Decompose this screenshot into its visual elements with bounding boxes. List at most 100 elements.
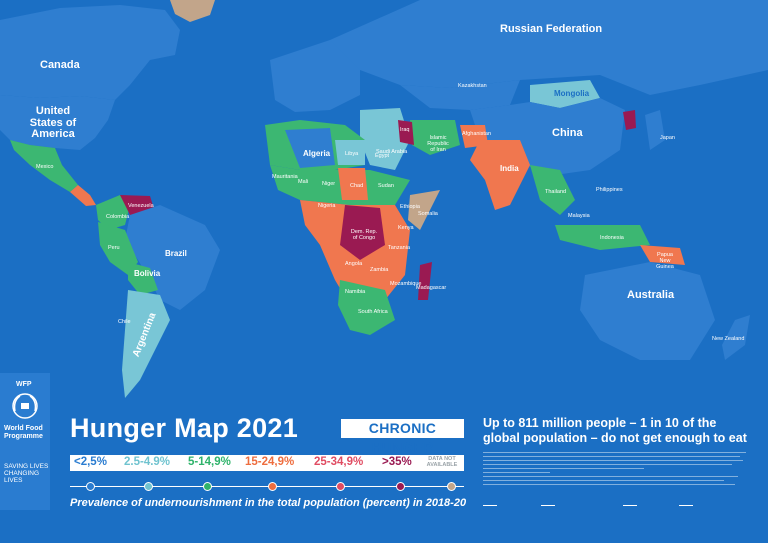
region-europe [270, 40, 360, 112]
label-ethiopia: Ethiopia [400, 204, 420, 210]
label-mauritania: Mauritania [272, 174, 298, 180]
label-sudan: Sudan [378, 183, 394, 189]
boundary-line-icon [483, 504, 497, 506]
label-egypt: Egypt [375, 153, 390, 159]
legend-dot-no-data [447, 482, 456, 491]
wfp-slogan-line-1: SAVING LIVES [4, 463, 49, 470]
fine-print-line [483, 480, 725, 481]
legend-dot-2-5-4-9 [144, 482, 153, 491]
label-algeria: Algeria [303, 149, 331, 158]
fine-print-line [483, 452, 746, 453]
boundary-legend-item [623, 503, 639, 507]
region-iraq [398, 120, 414, 145]
map-title: Hunger Map 2021 [70, 413, 299, 443]
legend-item-15-24-9: 15-24,9% [245, 456, 295, 468]
label-madagascar: Madagascar [416, 285, 447, 291]
legend-item-2-5-4-9: 2.5-4.9% [124, 456, 171, 468]
region-drc [340, 205, 385, 260]
label-nigeria: Nigeria [318, 203, 336, 209]
region-chad [338, 168, 368, 200]
label-india: India [500, 164, 519, 173]
label-canada: Canada [40, 59, 80, 71]
region-southeast-asia [530, 165, 575, 215]
region-new-zealand [722, 315, 750, 360]
legend-item-5-14-9: 5-14,9% [188, 456, 231, 468]
region-bolivia [128, 262, 158, 295]
region-somalia [408, 190, 440, 230]
legend-dot-15-24-9 [268, 482, 277, 491]
label-new-zealand: New Zealand [712, 336, 745, 342]
region-iran [410, 120, 460, 155]
label-china: China [552, 127, 583, 139]
region-brazil [125, 205, 220, 310]
boundary-line-icon [541, 504, 555, 506]
region-greenland [170, 0, 215, 22]
label-angola: Angola [345, 261, 363, 267]
label-namibia: Namibia [345, 289, 366, 295]
region-libya [335, 140, 365, 165]
region-png [640, 245, 685, 265]
label-usa: United States of America [29, 105, 77, 141]
label-iran: Islamic Republic of Iran [427, 135, 449, 153]
fine-print-line [483, 460, 743, 461]
region-sahel [270, 165, 410, 205]
label-japan: Japan [660, 135, 675, 141]
label-australia: Australia [627, 289, 675, 301]
label-afghanistan: Afghanistan [462, 131, 492, 137]
label-mali: Mali [298, 179, 309, 185]
wfp-name: World Food Programme [4, 425, 43, 440]
boundary-legend-item [541, 503, 557, 507]
label-zambia: Zambia [370, 267, 389, 273]
label-venezuela: Venezuela [128, 203, 154, 209]
region-korea [623, 110, 636, 130]
legend-dot-25-34-9 [336, 482, 345, 491]
legend-dot-5-14-9 [203, 482, 212, 491]
label-mexico: Mexico [36, 164, 54, 170]
region-algeria [285, 128, 335, 168]
label-kazakhstan: Kazakhstan [458, 83, 487, 89]
fine-print-line [483, 456, 741, 457]
region-southern-africa [338, 280, 395, 335]
label-russia: Russian Federation [500, 23, 603, 35]
region-mexico [10, 140, 78, 192]
boundary-line-icon [623, 504, 637, 506]
label-mozambique: Mozambique [390, 281, 422, 287]
boundary-legend-item [483, 503, 499, 507]
region-mongolia [530, 80, 600, 108]
legend-caption: Prevalence of undernourishment in the to… [70, 497, 467, 509]
label-south-africa: South Africa [358, 309, 388, 315]
label-indonesia: Indonesia [600, 235, 624, 241]
region-peru [98, 222, 138, 275]
label-mongolia: Mongolia [554, 89, 590, 98]
boundary-legend-item [679, 503, 695, 507]
region-argentina [122, 290, 170, 398]
wfp-slogan: SAVING LIVES CHANGING LIVES [4, 463, 50, 484]
fine-print-line [483, 476, 738, 477]
legend-item-no-data: DATA NOT AVAILABLE [426, 456, 458, 469]
fine-print-line [483, 484, 735, 485]
label-malaysia: Malaysia [568, 213, 590, 219]
region-middle-east [360, 108, 410, 170]
label-bolivia: Bolivia [134, 269, 161, 278]
wfp-abbr: WFP [16, 381, 32, 388]
wfp-slogan-line-2: CHANGING LIVES [4, 470, 40, 485]
label-drc: Dem. Rep. of Congo [350, 229, 378, 241]
region-usa [0, 95, 115, 150]
label-somalia: Somalia [418, 211, 438, 217]
label-peru: Peru [108, 245, 120, 251]
label-tanzania: Tanzania [388, 245, 411, 251]
legend-dot-lt2-5 [86, 482, 95, 491]
legend-scale-line [70, 486, 464, 487]
legend-item-lt2-5: <2,5% [74, 456, 107, 468]
label-chad: Chad [350, 183, 364, 189]
boundary-legend [483, 503, 753, 515]
fine-print-line [483, 464, 733, 465]
region-japan [645, 110, 665, 150]
region-madagascar [418, 262, 432, 300]
label-kenya: Kenya [398, 225, 414, 231]
boundary-line-icon [679, 504, 693, 506]
region-australia [580, 262, 715, 360]
fine-print-block [483, 452, 751, 502]
label-chile: Chile [118, 319, 131, 325]
region-india [470, 140, 530, 210]
